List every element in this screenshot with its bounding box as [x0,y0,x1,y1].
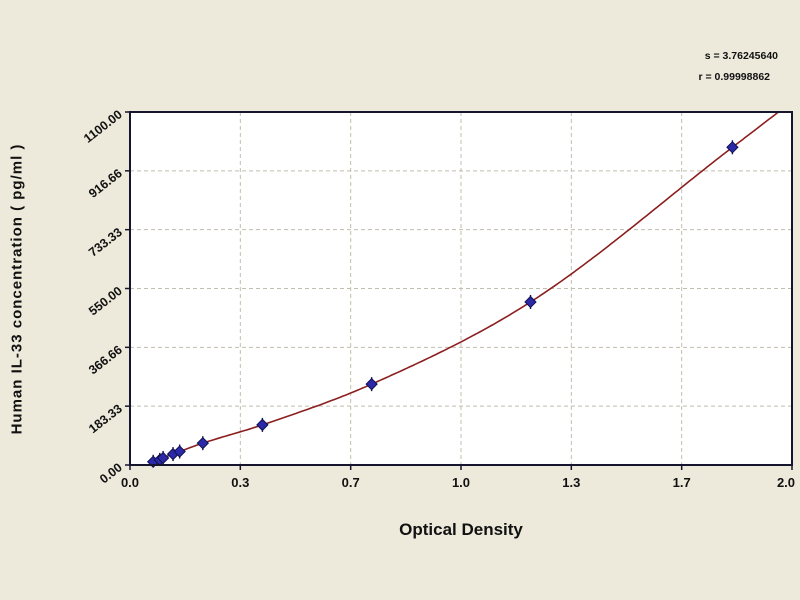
y-tick-label: 916.66 [86,166,125,201]
fit-curve [149,112,780,464]
x-tick-label: 0.0 [121,475,139,490]
data-point [726,141,739,154]
y-tick-label: 733.33 [86,225,125,260]
x-tick-label: 1.0 [452,475,470,490]
x-tick-label: 1.7 [673,475,691,490]
y-tick-label: 1100.00 [81,107,125,145]
data-point [156,451,170,465]
data-point [365,377,378,391]
data-point [173,445,186,458]
fit-statistic-s: s = 3.76245640 [704,50,778,62]
fit-statistic-r: r = 0.99998862 [698,71,770,83]
data-point [524,295,537,309]
y-tick-label: 183.33 [86,401,125,436]
x-axis-title: Optical Density [399,520,523,539]
data-point [256,418,269,432]
x-tick-label: 0.7 [342,475,360,490]
x-tick-label: 1.3 [562,475,580,490]
y-tick-label: 366.66 [86,343,125,378]
y-tick-label: 550.00 [86,284,125,319]
x-tick-label: 2.0 [777,475,795,490]
x-tick-label: 0.3 [231,475,249,490]
data-point [196,436,210,450]
